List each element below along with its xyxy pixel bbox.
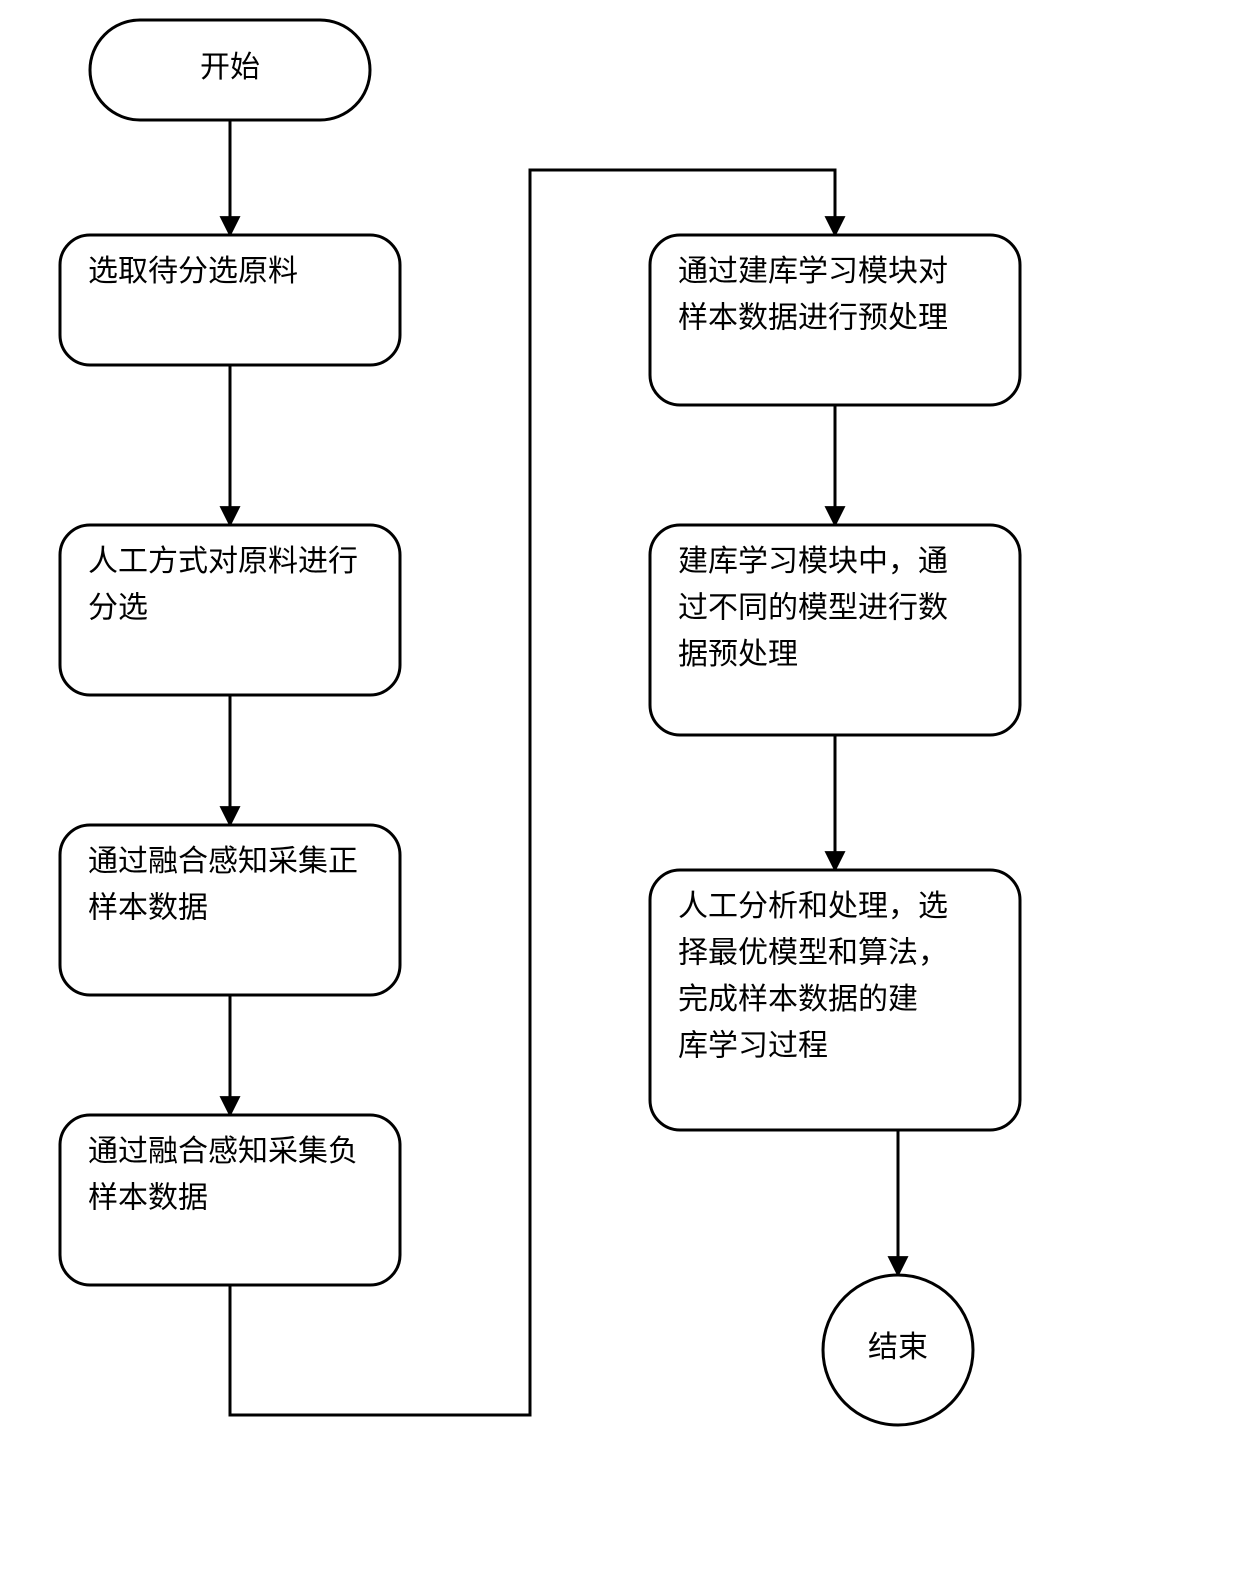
node-n5-line-1: 样本数据进行预处理 — [678, 302, 948, 335]
node-n1-line-0: 选取待分选原料 — [88, 255, 298, 288]
node-n5: 通过建库学习模块对样本数据进行预处理 — [650, 235, 1020, 405]
node-n7-line-0: 人工分析和处理，选 — [678, 890, 948, 923]
node-n7-line-2: 完成样本数据的建 — [678, 983, 918, 1016]
node-n6-line-0: 建库学习模块中，通 — [678, 545, 948, 578]
node-n3-line-0: 通过融合感知采集正 — [88, 845, 358, 878]
flowchart-canvas: 开始选取待分选原料人工方式对原料进行分选通过融合感知采集正样本数据通过融合感知采… — [0, 0, 1240, 1596]
node-n2-line-1: 分选 — [88, 592, 148, 625]
node-n6-line-1: 过不同的模型进行数 — [678, 592, 948, 625]
node-n6-line-2: 据预处理 — [678, 638, 798, 671]
node-n1: 选取待分选原料 — [60, 235, 400, 365]
node-n5-line-0: 通过建库学习模块对 — [678, 255, 948, 288]
node-n3-line-1: 样本数据 — [88, 892, 208, 925]
node-n4: 通过融合感知采集负样本数据 — [60, 1115, 400, 1285]
node-start: 开始 — [90, 20, 370, 120]
node-start-line-0: 开始 — [200, 51, 260, 84]
node-n7-line-1: 择最优模型和算法， — [678, 937, 948, 970]
node-n7: 人工分析和处理，选择最优模型和算法， 完成样本数据的建库学习过程 — [650, 870, 1020, 1130]
node-end: 结束 — [823, 1275, 973, 1425]
node-n2: 人工方式对原料进行分选 — [60, 525, 400, 695]
node-end-line-0: 结束 — [868, 1331, 928, 1364]
node-n3: 通过融合感知采集正样本数据 — [60, 825, 400, 995]
node-n4-line-1: 样本数据 — [88, 1182, 208, 1215]
node-n4-line-0: 通过融合感知采集负 — [88, 1135, 358, 1168]
nodes-group: 开始选取待分选原料人工方式对原料进行分选通过融合感知采集正样本数据通过融合感知采… — [60, 20, 1020, 1425]
node-n7-line-3: 库学习过程 — [678, 1030, 828, 1063]
node-n6: 建库学习模块中，通过不同的模型进行数据预处理 — [650, 525, 1020, 735]
node-n2-line-0: 人工方式对原料进行 — [88, 545, 358, 578]
